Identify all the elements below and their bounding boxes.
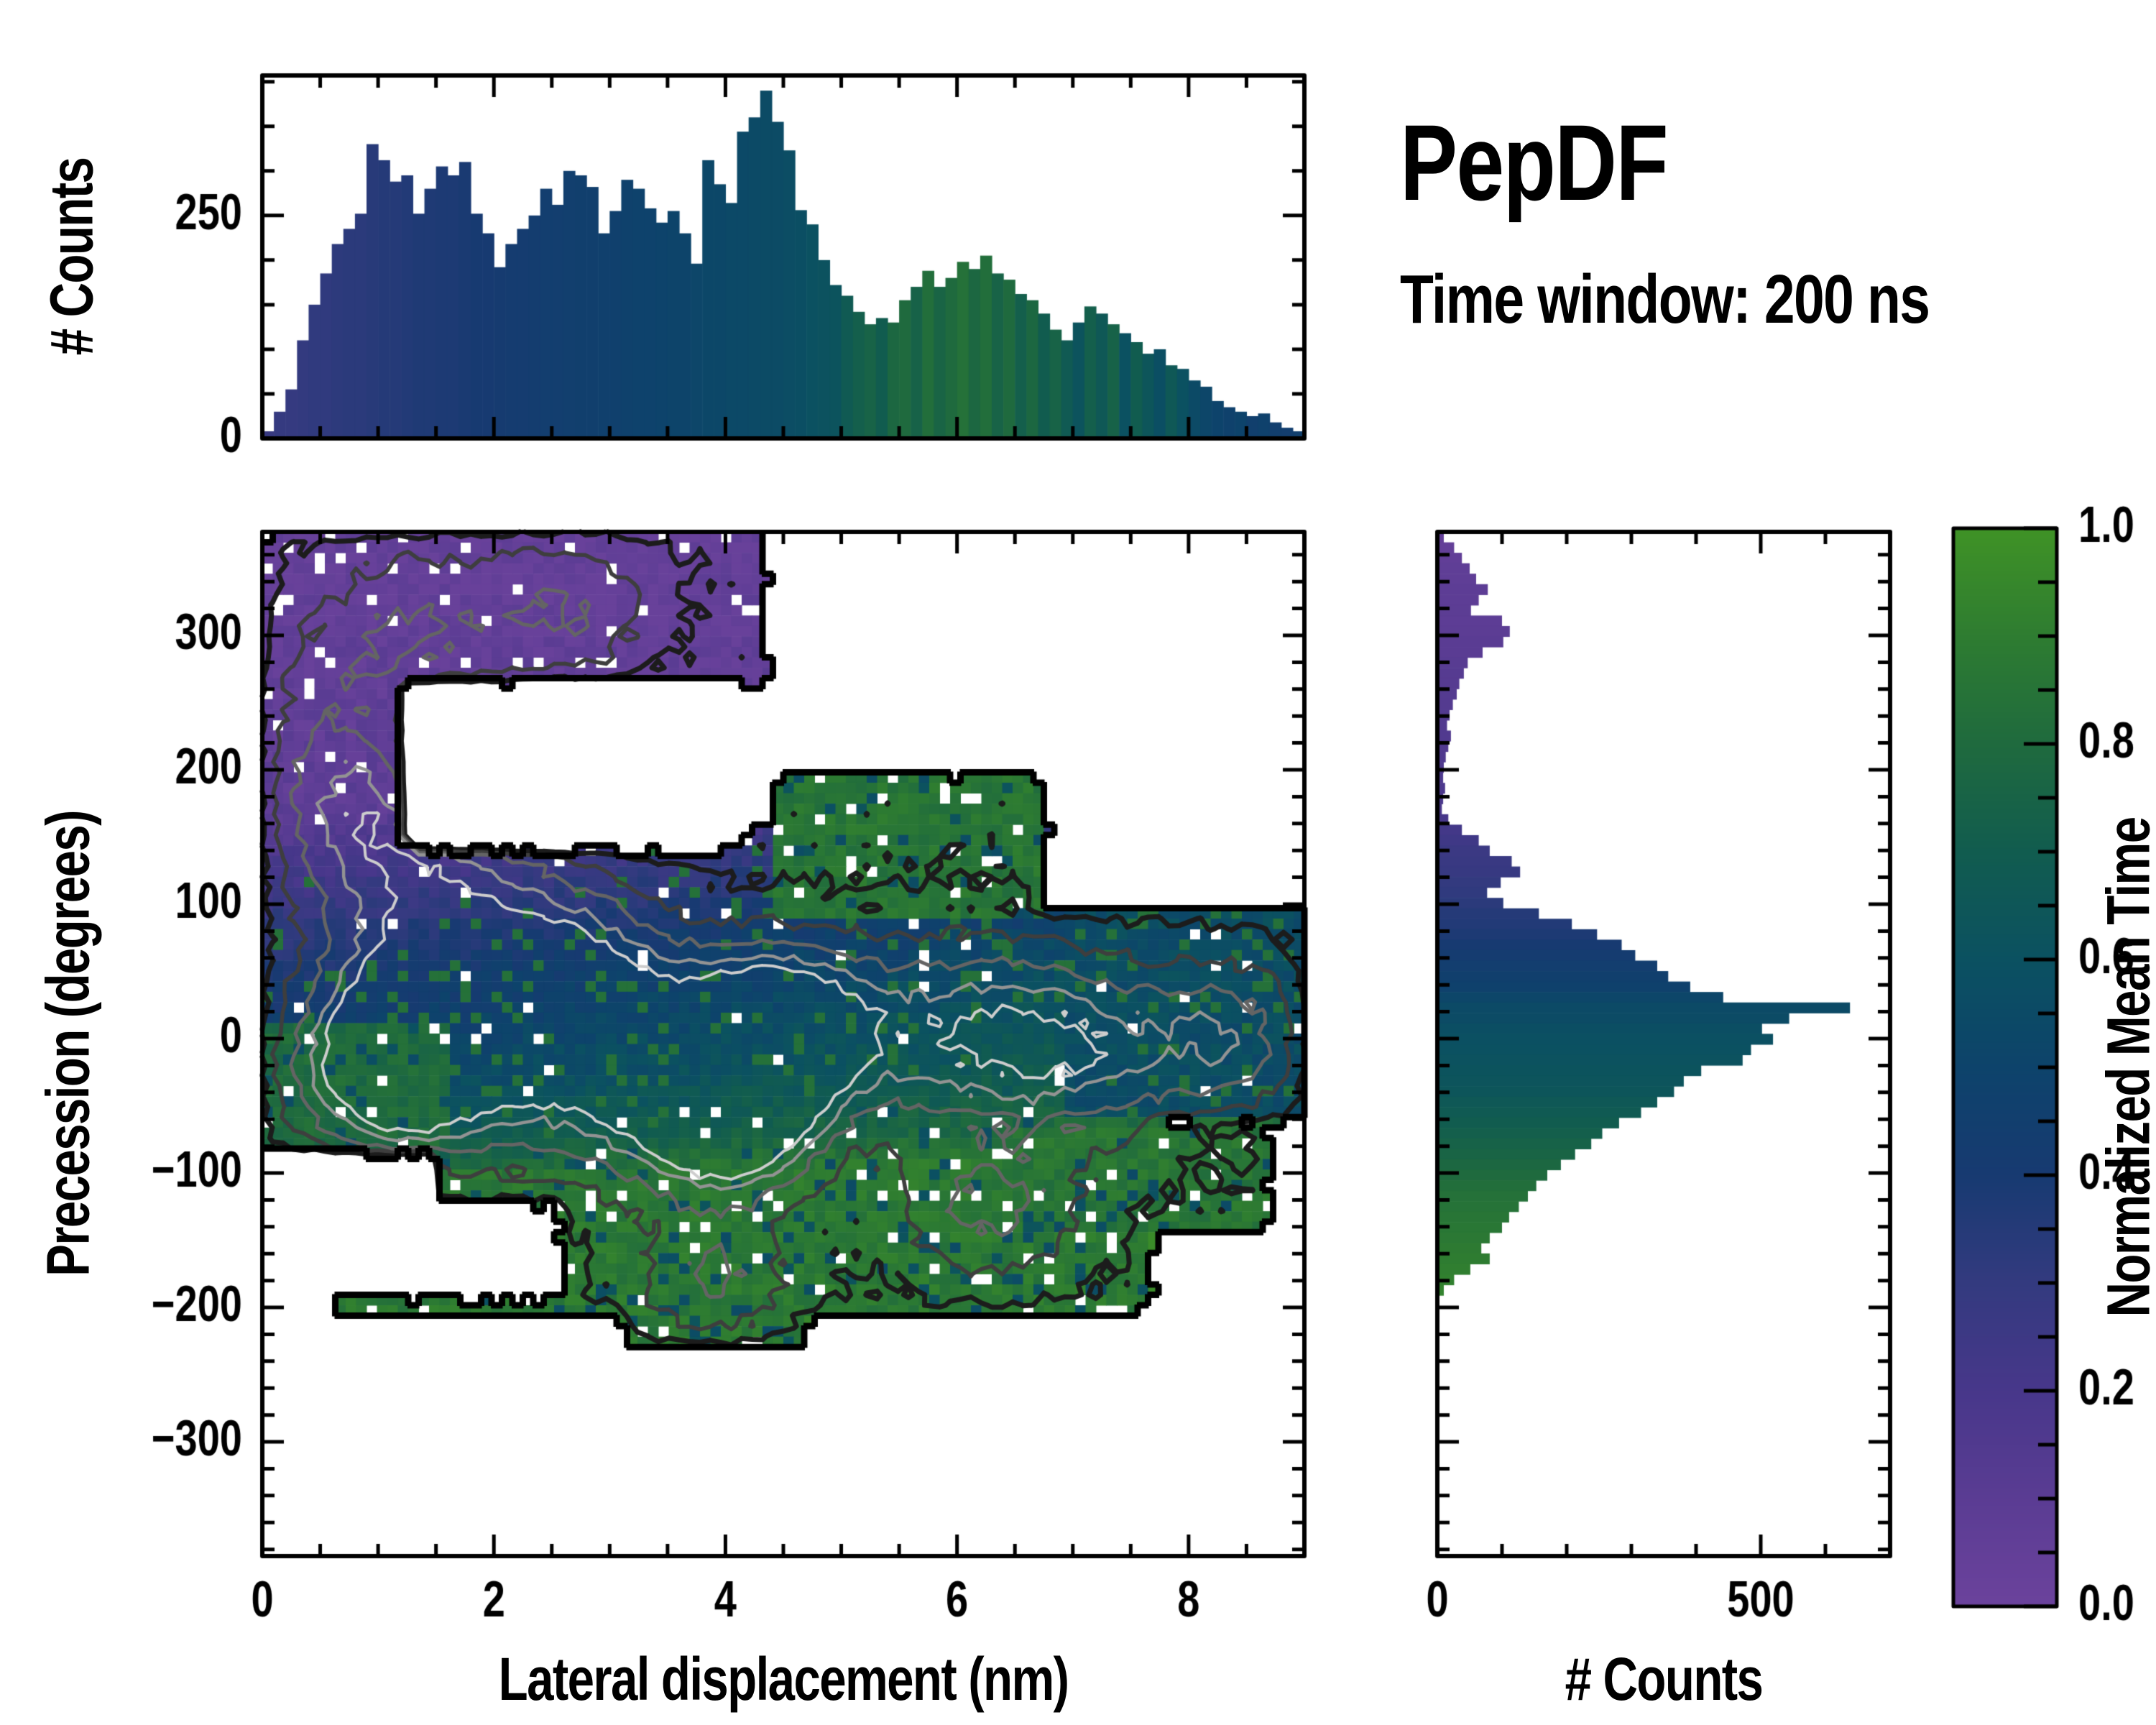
right-hist-xlabel: # Counts (1565, 1645, 1764, 1713)
main-ylabel: Precession (degrees) (34, 811, 102, 1276)
main-xlabel: Lateral displacement (nm) (498, 1645, 1069, 1713)
figure-title: PepDF (1400, 102, 1669, 223)
colorbar-label: Normalized Mean Time (2094, 817, 2156, 1317)
figure-subtitle: Time window: 200 ns (1400, 261, 1930, 338)
top-hist-ylabel: # Counts (37, 157, 106, 356)
